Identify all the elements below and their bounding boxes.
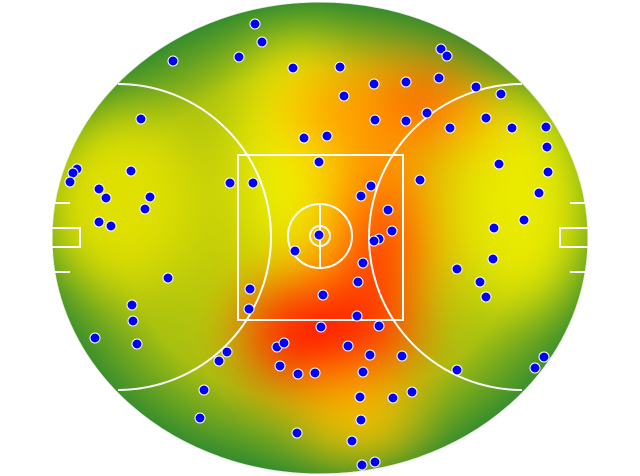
point [480,291,492,303]
point [533,187,545,199]
point [167,55,179,67]
point [313,156,325,168]
point [356,459,368,471]
point [506,122,518,134]
point [135,113,147,125]
point [64,176,76,188]
point [433,72,445,84]
point [474,276,486,288]
point [368,78,380,90]
point [127,315,139,327]
point [105,220,117,232]
point [421,107,433,119]
point [518,214,530,226]
point [298,132,310,144]
point [529,362,541,374]
point [487,253,499,265]
point [542,166,554,178]
point [541,141,553,153]
point [292,368,304,380]
point [480,112,492,124]
point [338,90,350,102]
point [313,229,325,241]
point [396,350,408,362]
point [538,351,550,363]
point [488,222,500,234]
point [414,174,426,186]
point [387,392,399,404]
point [274,360,286,372]
point [355,414,367,426]
point [470,81,482,93]
point [198,384,210,396]
point [291,427,303,439]
point [451,263,463,275]
point [495,88,507,100]
point [352,276,364,288]
point [256,36,268,48]
point [321,130,333,142]
point [444,122,456,134]
point [243,303,255,315]
point [382,204,394,216]
point [278,337,290,349]
point [67,167,79,179]
point [386,225,398,237]
point [451,364,463,376]
point [400,115,412,127]
point [355,190,367,202]
point [139,203,151,215]
point [309,367,321,379]
point [144,191,156,203]
point [213,355,225,367]
point [93,183,105,195]
point [162,272,174,284]
point [354,391,366,403]
point [93,216,105,228]
point [373,320,385,332]
point [351,310,363,322]
point [247,177,259,189]
point [334,61,346,73]
point [131,338,143,350]
point [315,321,327,333]
point [441,50,453,62]
point [357,257,369,269]
point [357,366,369,378]
point [406,386,418,398]
point [249,18,261,30]
point [493,158,505,170]
field-lines [52,2,588,474]
point [289,245,301,257]
point [244,283,256,295]
point [194,412,206,424]
point [365,180,377,192]
point [369,114,381,126]
point [435,43,447,55]
point [126,299,138,311]
point [346,435,358,447]
point [125,165,137,177]
point [540,121,552,133]
point [368,235,380,247]
point [221,346,233,358]
point [317,289,329,301]
point [89,332,101,344]
point [287,62,299,74]
point [400,76,412,88]
point [224,177,236,189]
point [100,192,112,204]
point [233,51,245,63]
point [369,456,381,468]
point [364,349,376,361]
point [342,340,354,352]
